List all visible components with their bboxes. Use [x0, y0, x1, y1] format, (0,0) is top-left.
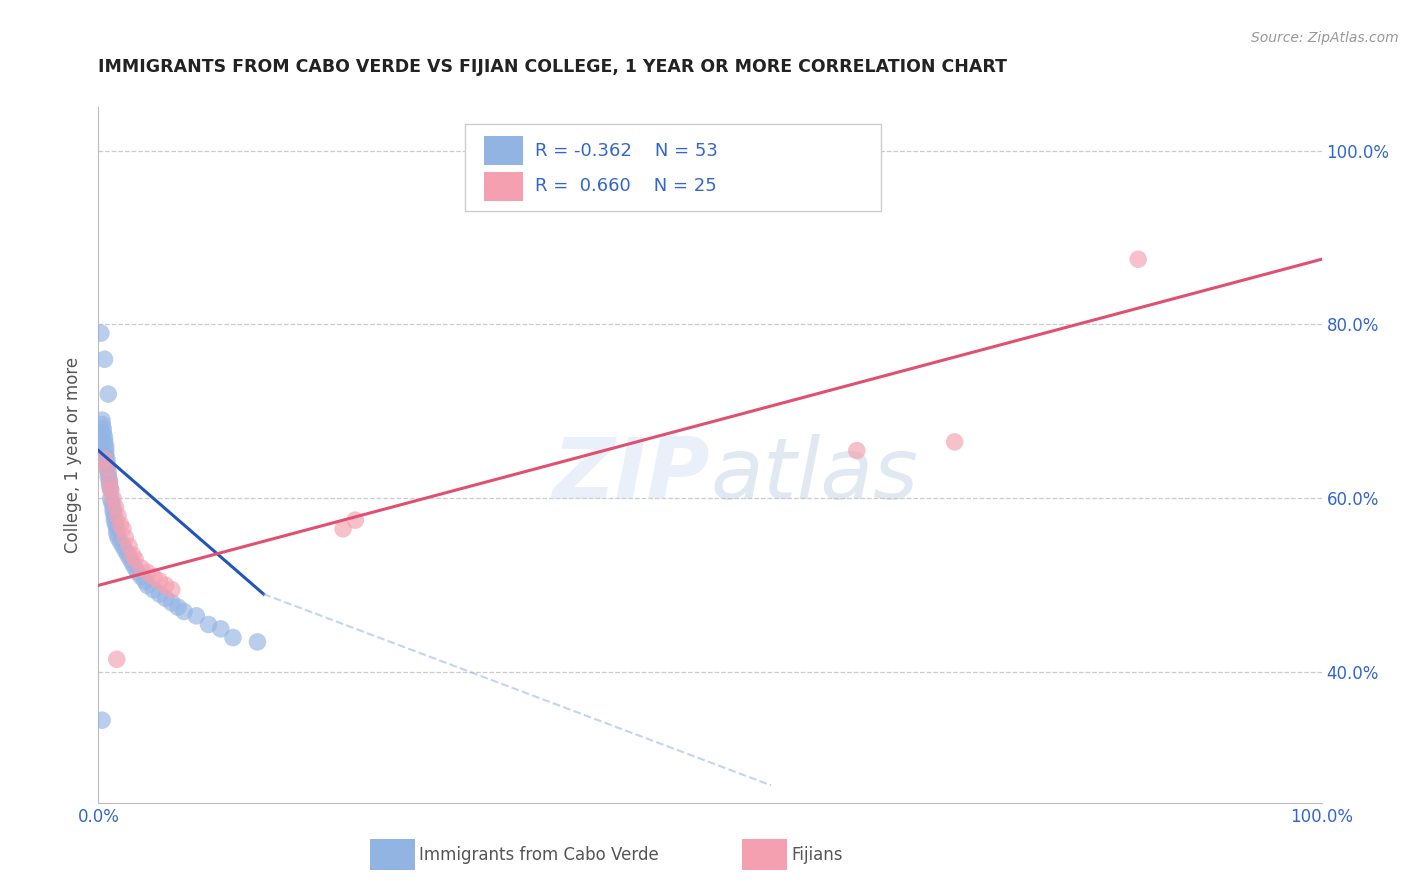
- Point: [96, 457, 118, 471]
- Point: [101, 496, 124, 510]
- Point: [209, 622, 232, 636]
- Point: [332, 522, 354, 536]
- Point: [105, 522, 128, 536]
- Point: [91, 422, 114, 436]
- Point: [222, 631, 245, 645]
- Y-axis label: College, 1 year or more: College, 1 year or more: [65, 357, 83, 553]
- Point: [110, 517, 132, 532]
- FancyBboxPatch shape: [484, 172, 523, 201]
- Point: [97, 387, 120, 401]
- Point: [117, 548, 139, 562]
- Point: [124, 561, 146, 575]
- Point: [103, 513, 125, 527]
- Point: [155, 578, 177, 592]
- Point: [149, 587, 172, 601]
- Point: [155, 591, 177, 606]
- Point: [104, 517, 127, 532]
- Point: [93, 430, 115, 444]
- Text: R = -0.362    N = 53: R = -0.362 N = 53: [536, 142, 718, 160]
- Point: [105, 526, 128, 541]
- Point: [118, 539, 141, 553]
- Point: [90, 326, 112, 340]
- Point: [97, 466, 120, 480]
- Point: [100, 483, 122, 497]
- Point: [173, 605, 195, 619]
- Point: [94, 439, 117, 453]
- Point: [105, 652, 128, 666]
- Point: [111, 539, 134, 553]
- Point: [344, 513, 367, 527]
- FancyBboxPatch shape: [484, 136, 523, 166]
- Point: [96, 461, 118, 475]
- Point: [129, 561, 152, 575]
- Point: [101, 500, 124, 514]
- Point: [120, 552, 142, 566]
- Text: Immigrants from Cabo Verde: Immigrants from Cabo Verde: [419, 846, 659, 863]
- Point: [93, 434, 115, 449]
- Point: [186, 608, 208, 623]
- Point: [845, 443, 868, 458]
- Point: [98, 478, 121, 492]
- Point: [101, 491, 124, 506]
- Point: [96, 452, 118, 467]
- Point: [91, 413, 114, 427]
- Text: ZIP: ZIP: [553, 434, 710, 517]
- Point: [129, 570, 152, 584]
- Point: [94, 448, 117, 462]
- Text: atlas: atlas: [710, 434, 918, 517]
- Point: [107, 508, 129, 523]
- Point: [110, 534, 132, 549]
- Point: [91, 417, 114, 432]
- Point: [98, 474, 121, 488]
- Point: [136, 566, 159, 580]
- Point: [1128, 252, 1150, 267]
- FancyBboxPatch shape: [465, 124, 882, 211]
- Point: [246, 635, 269, 649]
- Point: [100, 491, 122, 506]
- Point: [98, 474, 121, 488]
- Point: [149, 574, 172, 588]
- Point: [121, 548, 143, 562]
- Point: [104, 500, 127, 514]
- Point: [142, 582, 165, 597]
- Point: [100, 483, 122, 497]
- Point: [127, 566, 149, 580]
- Point: [101, 504, 124, 518]
- Point: [121, 557, 143, 571]
- Text: IMMIGRANTS FROM CABO VERDE VS FIJIAN COLLEGE, 1 YEAR OR MORE CORRELATION CHART: IMMIGRANTS FROM CABO VERDE VS FIJIAN COL…: [98, 58, 1008, 76]
- Point: [160, 596, 183, 610]
- Point: [114, 531, 136, 545]
- Point: [94, 443, 117, 458]
- Text: Fijians: Fijians: [792, 846, 844, 863]
- Point: [160, 582, 183, 597]
- Point: [142, 570, 165, 584]
- Point: [136, 578, 159, 592]
- Point: [943, 434, 966, 449]
- Point: [107, 531, 129, 545]
- Point: [91, 426, 114, 441]
- Text: Source: ZipAtlas.com: Source: ZipAtlas.com: [1251, 31, 1399, 45]
- Point: [93, 352, 115, 367]
- Point: [134, 574, 156, 588]
- Point: [197, 617, 219, 632]
- Point: [111, 522, 134, 536]
- Point: [124, 552, 146, 566]
- Point: [167, 600, 190, 615]
- Point: [114, 543, 136, 558]
- Point: [96, 461, 118, 475]
- Point: [91, 713, 114, 727]
- Point: [93, 452, 115, 467]
- Point: [97, 469, 120, 483]
- Point: [103, 508, 125, 523]
- Text: R =  0.660    N = 25: R = 0.660 N = 25: [536, 178, 717, 195]
